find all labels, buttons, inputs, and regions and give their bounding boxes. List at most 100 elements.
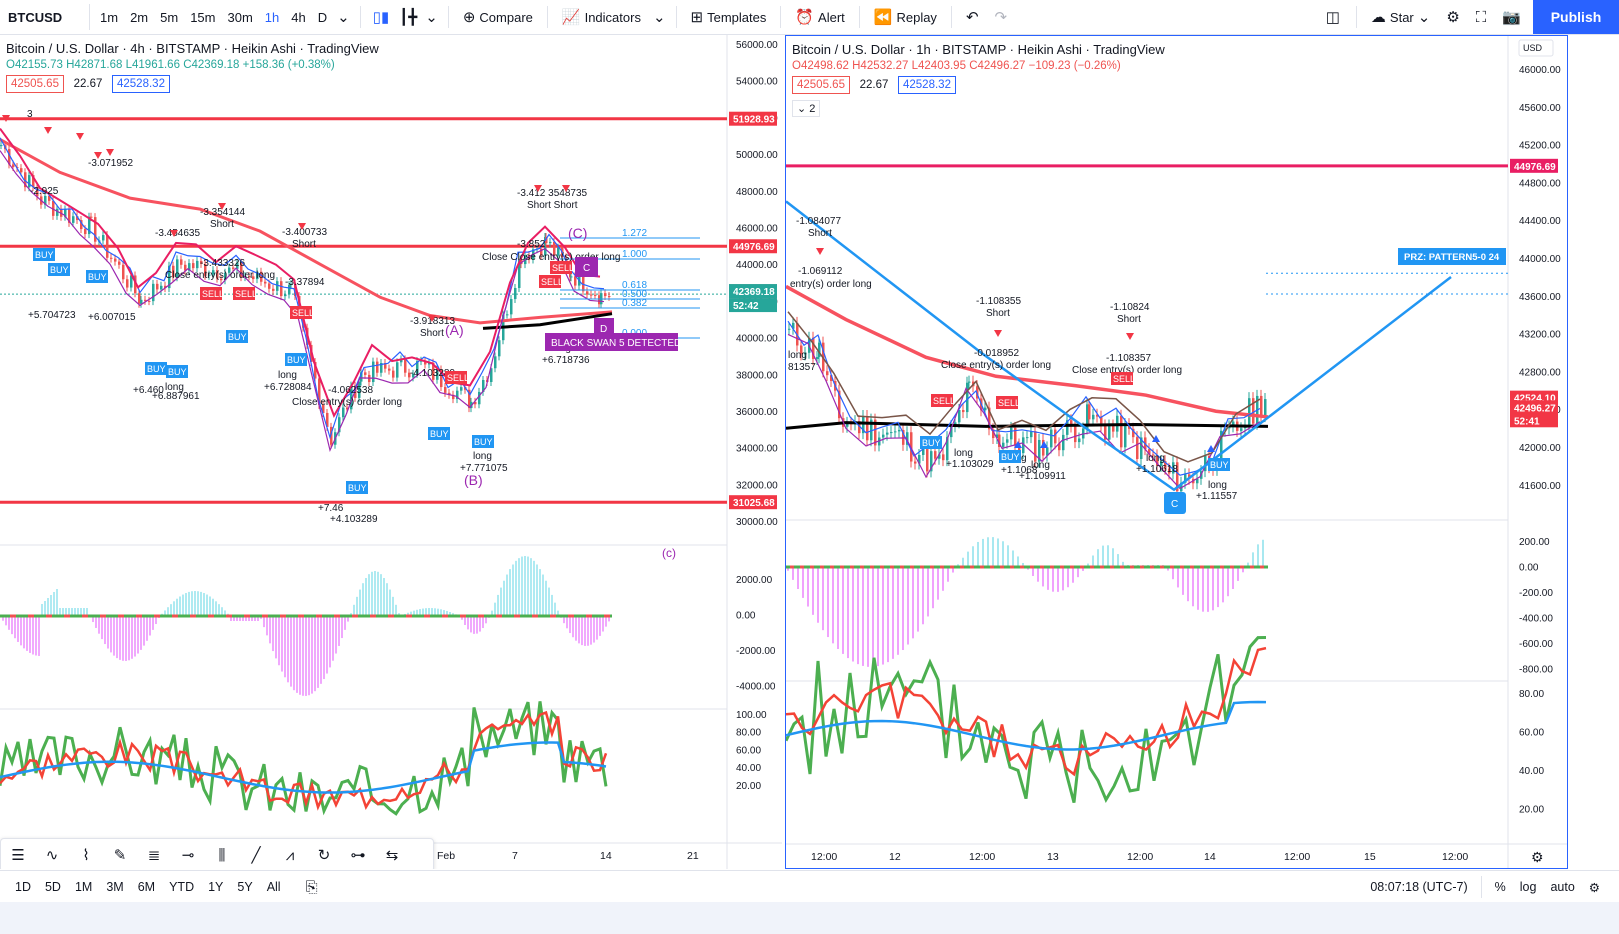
- annotation-label: +1.103029: [946, 459, 994, 470]
- timeframe-1h[interactable]: 1h: [264, 9, 280, 25]
- osc-zero-dot: [136, 614, 142, 618]
- candle-body: [232, 267, 235, 269]
- cycle-icon[interactable]: ↻: [317, 847, 331, 864]
- range-6M[interactable]: 6M: [137, 880, 156, 894]
- log-toggle[interactable]: log: [1519, 880, 1537, 894]
- osc-zero-dot: [1190, 565, 1194, 569]
- osc-zero-dot: [1260, 565, 1264, 569]
- alert-button[interactable]: ⏰ Alert: [787, 8, 852, 26]
- osc-zero-dot: [1090, 565, 1094, 569]
- chevron-down-icon[interactable]: ⌄: [425, 9, 438, 26]
- goto-date-icon[interactable]: ⎘: [305, 878, 318, 896]
- range-YTD[interactable]: YTD: [169, 880, 195, 894]
- timeframe-15m[interactable]: 15m: [190, 9, 216, 25]
- right-bid-box[interactable]: 42505.65: [792, 76, 850, 94]
- vlines-icon[interactable]: ⫼: [218, 846, 226, 864]
- timeframe-4h[interactable]: 4h: [291, 9, 306, 25]
- signal-badge: [1208, 458, 1230, 471]
- brush-icon[interactable]: ✎: [113, 847, 127, 864]
- candle-body: [800, 345, 803, 355]
- timeframe-2m[interactable]: 2m: [130, 9, 149, 25]
- replay-button[interactable]: ⏪ Replay: [866, 8, 945, 26]
- range-1M[interactable]: 1M: [74, 880, 93, 894]
- chevron-down-icon[interactable]: ⌄: [337, 9, 350, 26]
- right-high: H42532.27: [852, 60, 909, 72]
- chart-pane-left[interactable]: 56000.0054000.0052000.0050000.0048000.00…: [0, 35, 782, 869]
- candle-body: [968, 381, 971, 383]
- left-chart-canvas[interactable]: 56000.0054000.0052000.0050000.0048000.00…: [0, 35, 782, 869]
- abcd-pattern-icon[interactable]: ∿: [45, 847, 59, 864]
- range-5D[interactable]: 5D: [44, 880, 61, 894]
- candle-body: [272, 288, 275, 291]
- price-tick-label: 50000.00: [736, 150, 778, 161]
- compare-button[interactable]: ⊕ Compare: [455, 8, 541, 26]
- candle-body: [1062, 434, 1065, 451]
- layout-icon[interactable]: ◫: [1325, 9, 1340, 26]
- templates-button[interactable]: ⊞ Templates: [683, 8, 775, 26]
- candle-body: [1018, 444, 1021, 454]
- candle-body: [330, 426, 333, 445]
- undo-icon[interactable]: ↶: [965, 9, 979, 26]
- timeframe-D[interactable]: D: [317, 9, 328, 25]
- timeframe-1m[interactable]: 1m: [100, 9, 119, 25]
- chart-pane-right[interactable]: USD 46000.00 45600.00 45200.00 44800.00 44400…: [785, 35, 1568, 869]
- candle-body: [788, 328, 791, 330]
- gear-icon[interactable]: ⚙: [1588, 880, 1600, 895]
- separator: [1355, 6, 1357, 28]
- trendline-icon[interactable]: ╱: [251, 847, 261, 864]
- signal-badge-label: SELL: [292, 308, 314, 318]
- signal-badge-label: BUY: [147, 364, 166, 374]
- gear-icon: ⚙: [1531, 849, 1544, 865]
- ma-brown-line: [787, 311, 1261, 463]
- range-5Y[interactable]: 5Y: [237, 880, 253, 894]
- symbol-search[interactable]: BTCUSD: [2, 4, 90, 30]
- osc-tick-label: -4000.00: [736, 682, 776, 693]
- timeframe-5m[interactable]: 5m: [160, 9, 179, 25]
- candle-body: [106, 235, 109, 258]
- star-button[interactable]: ☁ Star ⌄: [1363, 8, 1438, 26]
- osc-zero-dot: [890, 565, 894, 569]
- fib-icon[interactable]: ≣: [147, 847, 161, 864]
- price-tick-label: 46000.00: [736, 224, 778, 235]
- gear-icon[interactable]: ⚙: [1446, 9, 1460, 26]
- right-chart-canvas[interactable]: USD 46000.00 45600.00 45200.00 44800.00 44400…: [786, 36, 1568, 869]
- range-1D[interactable]: 1D: [15, 880, 31, 894]
- polyline-icon[interactable]: ⩘: [285, 846, 295, 864]
- left-bid-box[interactable]: 42505.65: [6, 75, 64, 93]
- xabcd-pattern-icon[interactable]: ⌇: [82, 847, 90, 864]
- percent-toggle[interactable]: %: [1494, 880, 1506, 894]
- candle-body: [276, 281, 279, 291]
- hline-icon[interactable]: ⊸: [181, 847, 195, 864]
- annotation-label: Short: [808, 228, 832, 239]
- range-1Y[interactable]: 1Y: [208, 880, 224, 894]
- range-3M[interactable]: 3M: [106, 880, 124, 894]
- range-All[interactable]: All: [266, 880, 281, 894]
- candle-body: [72, 216, 75, 223]
- candle-body: [1034, 431, 1037, 462]
- parallel-channel-icon[interactable]: ⊶: [350, 847, 366, 864]
- candle-body: [1026, 437, 1029, 439]
- camera-icon[interactable]: 📷: [1502, 9, 1521, 26]
- clock[interactable]: 08:07:18 (UTC-7): [1370, 880, 1468, 894]
- fullscreen-icon[interactable]: ⛶: [1475, 8, 1487, 26]
- redo-icon[interactable]: ↷: [994, 9, 1008, 26]
- candle-body: [830, 375, 833, 381]
- timeframe-30m[interactable]: 30m: [227, 9, 253, 25]
- indicators-button[interactable]: 📈 Indicators: [554, 8, 649, 26]
- auto-toggle[interactable]: auto: [1550, 880, 1575, 894]
- chevron-down-icon[interactable]: ⌄: [652, 9, 666, 26]
- hlines-tool-icon[interactable]: ☰: [11, 847, 25, 864]
- publish-button[interactable]: Publish: [1533, 0, 1619, 34]
- osc-zero-dot: [460, 614, 466, 618]
- candle-body: [0, 145, 3, 147]
- bar-style-icon[interactable]: ▯▮: [372, 9, 390, 26]
- osc-tick-label: 0.00: [736, 611, 756, 622]
- range-icon[interactable]: ⇆: [385, 847, 399, 864]
- annotation-label: -3.412 3548735: [517, 188, 588, 199]
- candle-body: [212, 270, 215, 275]
- candle-style-icon[interactable]: ┃╋: [399, 9, 418, 26]
- annotation-label: +7.771075: [460, 463, 508, 474]
- right-ask-box[interactable]: 42528.32: [898, 76, 956, 94]
- left-ask-box[interactable]: 42528.32: [112, 75, 170, 93]
- legend-collapse-toggle[interactable]: ⌄ 2: [792, 100, 821, 117]
